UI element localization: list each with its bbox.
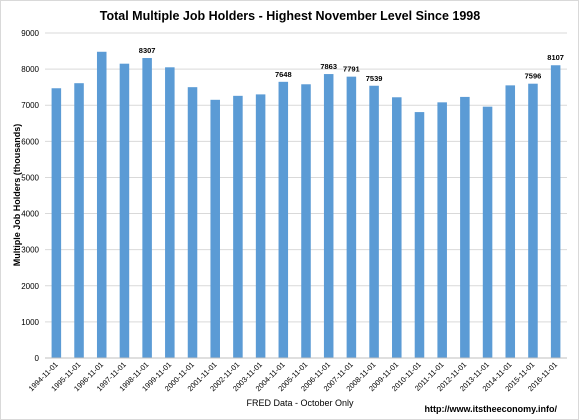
bar [369, 85, 379, 358]
y-tick-label: 9000 [21, 29, 39, 38]
bar [165, 67, 175, 359]
y-tick-label: 0 [35, 354, 40, 363]
bar [482, 106, 493, 359]
bar [301, 84, 311, 359]
data-label: 8307 [139, 46, 156, 55]
bar [346, 76, 357, 359]
bar [142, 58, 152, 359]
data-label: 7596 [525, 72, 542, 81]
bar [550, 65, 561, 358]
y-tick-label: 2000 [21, 282, 39, 291]
bar [119, 63, 130, 358]
bar [74, 83, 84, 358]
y-axis-label: Multiple Job Holders (thousands) [12, 124, 22, 267]
y-tick-label: 7000 [21, 101, 39, 110]
bar [528, 83, 538, 358]
bar [233, 95, 243, 358]
data-label: 7539 [366, 74, 383, 83]
bar [392, 97, 402, 359]
y-tick-label: 6000 [21, 137, 39, 146]
bar [437, 102, 447, 358]
data-label: 7863 [320, 62, 337, 71]
y-tick-label: 4000 [21, 210, 39, 219]
y-tick-label: 8000 [21, 65, 39, 74]
bar [278, 81, 289, 359]
y-tick-label: 3000 [21, 246, 39, 255]
data-labels: 8307 7648 7863 7791 7539 7596 8107 [139, 46, 564, 83]
bar [187, 87, 198, 359]
y-tick-label: 5000 [21, 173, 39, 182]
bar [505, 85, 516, 358]
data-label: 7648 [275, 70, 292, 79]
data-label: 7791 [343, 65, 360, 74]
data-label: 8107 [547, 53, 564, 62]
bar [255, 94, 266, 358]
y-axis-ticks: 0 1000 2000 3000 4000 5000 6000 7000 8000 9000 [21, 29, 39, 363]
x-axis-ticks: 1994-11-011995-11-011996-11-011997-11-01… [27, 360, 559, 393]
bar [323, 74, 334, 358]
chart-title: Total Multiple Job Holders - Highest Nov… [100, 9, 480, 23]
bar [414, 112, 425, 358]
y-tick-label: 1000 [21, 318, 39, 327]
bar [51, 88, 62, 358]
source-url: http://www.itstheeconomy.info/ [425, 404, 558, 414]
bar [460, 96, 470, 359]
bar [210, 99, 220, 359]
bar [96, 51, 107, 359]
x-axis-label: FRED Data - October Only [246, 398, 354, 408]
bars [51, 51, 561, 359]
